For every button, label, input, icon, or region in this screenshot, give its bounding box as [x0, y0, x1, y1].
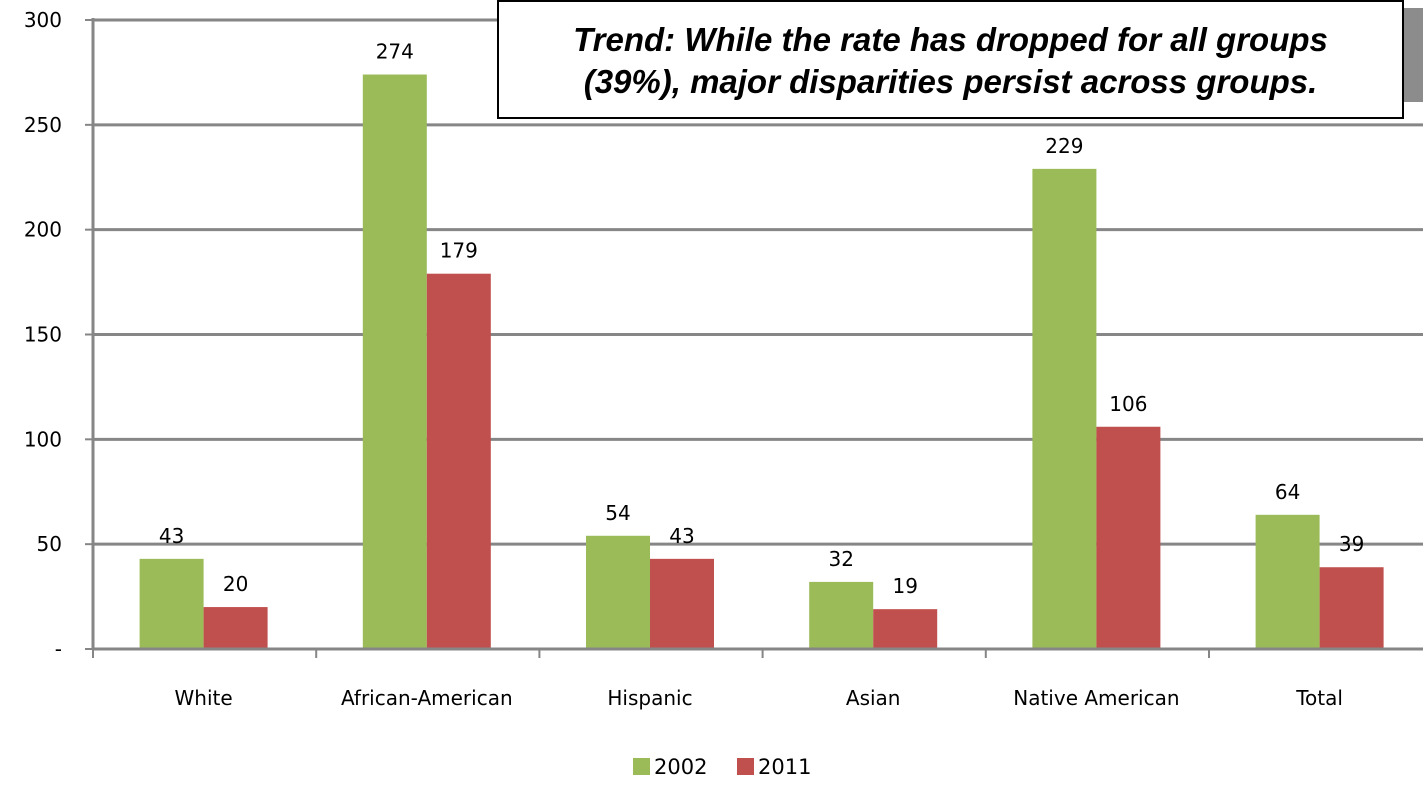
data-label: 106 — [1109, 392, 1147, 416]
x-tick-label: Hispanic — [607, 686, 692, 710]
bar-2011 — [873, 609, 938, 649]
data-label: 229 — [1045, 134, 1083, 158]
bar-2011 — [650, 558, 714, 649]
x-tick-label: African-American — [341, 686, 513, 710]
legend-label-2002: 2002 — [654, 755, 707, 779]
bar-2002 — [362, 74, 427, 650]
data-label: 32 — [828, 547, 853, 571]
bar-2002 — [1255, 514, 1320, 649]
data-labels: 43 20 274 179 54 43 32 19 229 106 64 39 — [159, 40, 1364, 599]
y-tick-label: 300 — [24, 8, 62, 32]
x-tick-label: Native American — [1013, 686, 1179, 710]
legend-label-2011: 2011 — [758, 755, 811, 779]
bar-2011 — [203, 607, 268, 649]
bar-2002 — [809, 581, 874, 649]
y-tick-label: 100 — [24, 427, 62, 451]
trend-annotation-line-1: Trend: While the rate has dropped for al… — [573, 20, 1328, 58]
bar-2002 — [1032, 168, 1097, 649]
bar-2011 — [1096, 426, 1161, 649]
data-label: 19 — [892, 574, 917, 598]
data-label: 54 — [605, 501, 630, 525]
data-label: 43 — [669, 524, 694, 548]
trend-annotation-line-2: (39%), major disparities persist across … — [583, 62, 1318, 100]
y-tick-label: - — [55, 637, 62, 661]
x-tick-label: Asian — [846, 686, 901, 710]
bar-2011 — [426, 273, 491, 649]
y-tick-label: 250 — [24, 113, 62, 137]
trend-annotation: Trend: While the rate has dropped for al… — [497, 0, 1404, 119]
data-label: 39 — [1339, 532, 1364, 556]
data-label: 20 — [223, 572, 248, 596]
x-tick-label: Total — [1295, 686, 1343, 710]
axes: - 50 100 150 200 250 300 White African-American H… — [24, 8, 1423, 710]
bar-2011 — [1319, 567, 1384, 649]
y-tick-label: 50 — [37, 532, 62, 556]
bar-2002 — [586, 535, 650, 649]
y-tick-label: 150 — [24, 323, 62, 347]
legend: 2002 2011 — [633, 755, 811, 779]
bar-2002 — [139, 558, 204, 649]
legend-swatch-2002 — [633, 758, 650, 775]
y-tick-label: 200 — [24, 218, 62, 242]
data-label: 179 — [440, 239, 478, 263]
data-label: 43 — [159, 524, 184, 548]
bars — [139, 74, 1384, 650]
legend-swatch-2011 — [737, 758, 754, 775]
x-tick-label: White — [175, 686, 233, 710]
data-label: 274 — [376, 40, 414, 64]
data-label: 64 — [1275, 480, 1300, 504]
